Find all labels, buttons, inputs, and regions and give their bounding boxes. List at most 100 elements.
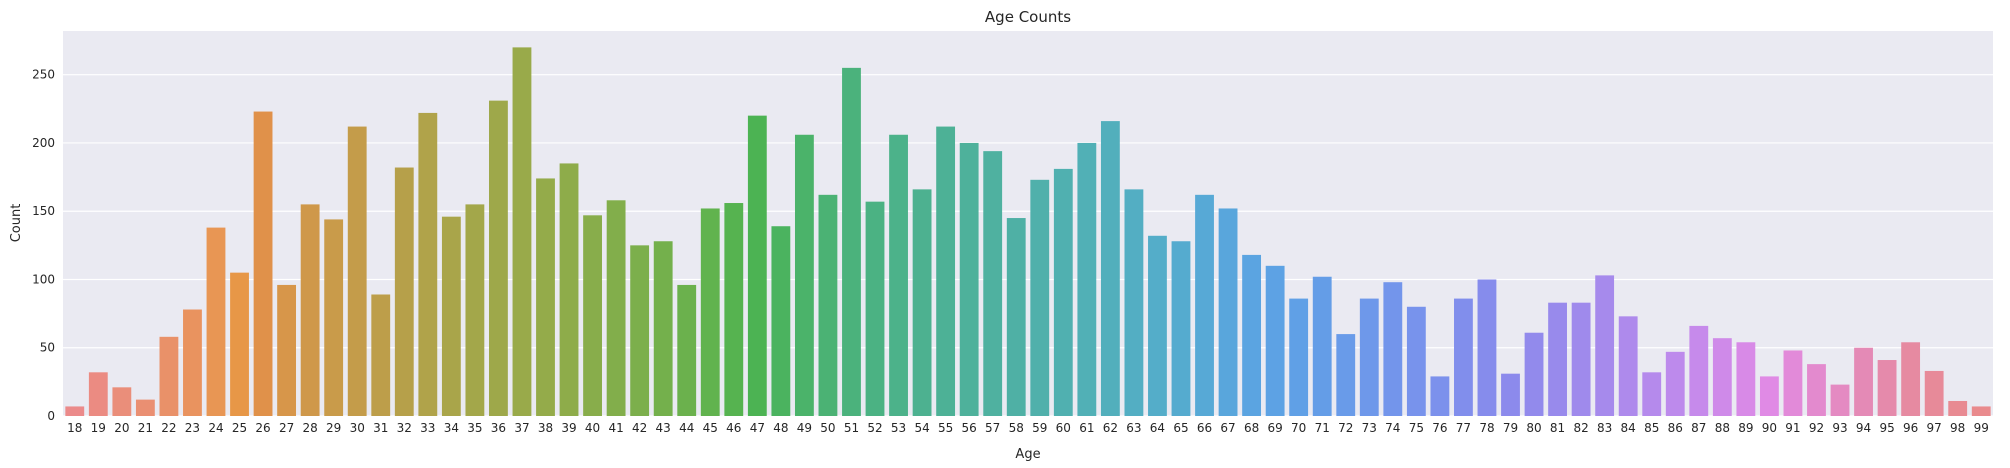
bar-age-37 [512, 47, 532, 416]
x-tick-label: 34 [444, 421, 459, 435]
bar-age-81 [1548, 302, 1567, 416]
x-tick-label: 37 [514, 421, 529, 435]
bar-age-65 [1171, 241, 1191, 416]
bar-age-30 [347, 126, 367, 416]
x-tick-label: 92 [1809, 421, 1824, 435]
bar-age-47 [747, 115, 767, 417]
bar-age-60 [1053, 168, 1073, 416]
bar-age-53 [889, 134, 908, 417]
x-tick-label: 49 [797, 421, 812, 435]
bar-age-38 [536, 178, 555, 416]
x-tick-label: 27 [279, 421, 294, 435]
x-tick-label: 69 [1267, 421, 1282, 435]
x-tick-label: 91 [1785, 421, 1800, 435]
bar-age-20 [112, 387, 132, 416]
x-tick-label: 42 [632, 421, 647, 435]
x-tick-label: 89 [1738, 421, 1753, 435]
x-tick-label: 96 [1903, 421, 1918, 435]
bar-age-63 [1124, 189, 1144, 416]
bar-age-32 [394, 167, 414, 416]
x-tick-label: 61 [1079, 421, 1094, 435]
bar-age-67 [1218, 208, 1238, 416]
bar-age-39 [559, 163, 579, 416]
x-tick-label: 28 [302, 421, 317, 435]
x-tick-label: 76 [1432, 421, 1447, 435]
y-tick-label: 250 [32, 68, 55, 82]
y-tick-label: 150 [32, 204, 55, 218]
bar-age-58 [1006, 218, 1026, 416]
x-tick-label: 47 [750, 421, 765, 435]
x-tick-label: 53 [891, 421, 906, 435]
x-tick-label: 98 [1950, 421, 1965, 435]
y-tick-labels: 0 50 100 150 200 250 [32, 68, 55, 423]
bar-age-52 [865, 201, 885, 416]
bar-age-91 [1783, 350, 1803, 416]
x-tick-label: 73 [1362, 421, 1377, 435]
x-tick-label: 72 [1338, 421, 1353, 435]
bar-age-21 [135, 399, 155, 416]
x-tick-label: 60 [1056, 421, 1071, 435]
x-tick-label: 43 [656, 421, 671, 435]
bar-age-68 [1242, 254, 1262, 416]
x-tick-label: 23 [185, 421, 200, 435]
bar-age-74 [1383, 282, 1403, 416]
x-tick-label: 99 [1974, 421, 1989, 435]
x-tick-label: 66 [1197, 421, 1212, 435]
bar-age-96 [1901, 342, 1921, 416]
x-tick-label: 45 [703, 421, 718, 435]
bar-age-18 [65, 406, 85, 416]
x-tick-label: 32 [397, 421, 412, 435]
bar-age-54 [912, 189, 932, 416]
bar-age-26 [253, 111, 273, 416]
bar-age-93 [1830, 384, 1850, 416]
x-tick-label: 65 [1173, 421, 1188, 435]
x-tick-label: 87 [1691, 421, 1706, 435]
bar-age-89 [1736, 342, 1756, 416]
x-tick-labels: 18 19 20 21 22 23 24 25 26 27 28 29 30 31 32 33 34 35 36 37… [67, 421, 1989, 435]
bar-age-79 [1501, 373, 1520, 416]
x-tick-label: 38 [538, 421, 553, 435]
bar-age-43 [653, 241, 673, 416]
x-tick-label: 41 [608, 421, 623, 435]
y-tick-label: 0 [47, 409, 55, 423]
x-tick-label: 22 [161, 421, 176, 435]
x-tick-label: 39 [561, 421, 576, 435]
x-tick-label: 83 [1597, 421, 1612, 435]
bar-age-77 [1454, 298, 1473, 416]
x-tick-label: 58 [1009, 421, 1024, 435]
bar-age-23 [183, 309, 202, 416]
x-tick-label: 95 [1879, 421, 1894, 435]
x-axis-label: Age [1015, 447, 1040, 462]
bar-age-64 [1148, 235, 1167, 416]
x-tick-label: 81 [1550, 421, 1565, 435]
x-tick-label: 74 [1385, 421, 1400, 435]
x-tick-label: 63 [1126, 421, 1141, 435]
bar-age-51 [842, 67, 861, 417]
x-tick-label: 46 [726, 421, 741, 435]
bar-age-41 [606, 200, 626, 416]
bar-age-82 [1571, 302, 1591, 416]
x-tick-label: 54 [914, 421, 929, 435]
bar-age-69 [1265, 265, 1285, 416]
x-tick-label: 62 [1103, 421, 1118, 435]
bar-age-62 [1100, 121, 1120, 416]
x-tick-label: 67 [1220, 421, 1235, 435]
x-tick-label: 48 [773, 421, 788, 435]
bar-age-46 [724, 203, 744, 416]
x-tick-label: 25 [232, 421, 247, 435]
bar-age-19 [88, 372, 108, 416]
x-tick-label: 70 [1291, 421, 1306, 435]
x-tick-label: 35 [467, 421, 482, 435]
bar-age-24 [206, 227, 226, 416]
bar-age-55 [936, 126, 956, 416]
bar-age-48 [771, 226, 791, 416]
x-tick-label: 86 [1668, 421, 1683, 435]
bar-age-35 [465, 204, 485, 416]
x-tick-label: 50 [820, 421, 835, 435]
x-tick-label: 21 [138, 421, 153, 435]
bar-age-73 [1359, 298, 1379, 416]
bar-age-98 [1948, 400, 1968, 416]
bar-age-84 [1618, 316, 1638, 416]
x-tick-label: 55 [938, 421, 953, 435]
